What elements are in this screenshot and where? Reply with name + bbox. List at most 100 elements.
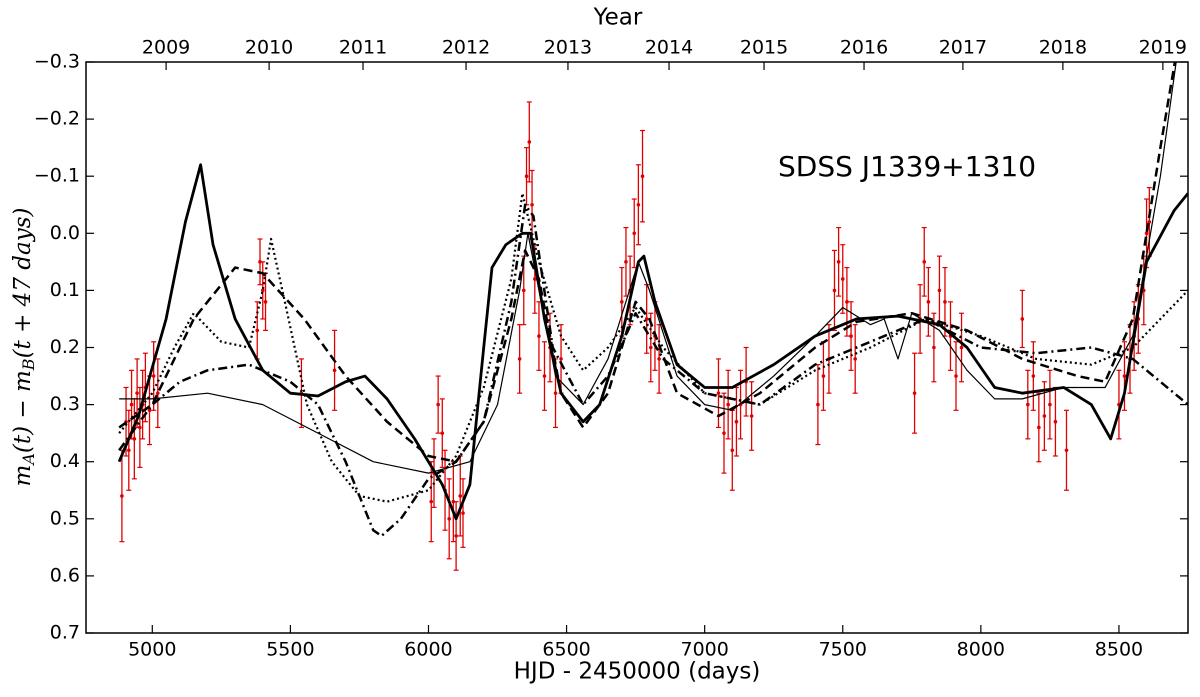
model-curve [118, 62, 1177, 463]
model-curve [117, 163, 1188, 521]
data-point [446, 478, 452, 560]
data-point [921, 226, 927, 297]
point [937, 288, 942, 293]
data-point [815, 364, 821, 446]
point [537, 334, 541, 338]
data-point [521, 255, 527, 326]
data-point [844, 266, 850, 337]
x-tick-label: 7500 [819, 639, 867, 661]
point [258, 260, 262, 264]
point [260, 288, 265, 293]
top-tick-label: 2014 [645, 37, 693, 59]
data-point [1019, 289, 1025, 349]
data-point [541, 341, 547, 411]
data-point [631, 198, 637, 269]
point [132, 437, 137, 441]
point [533, 277, 537, 281]
point [129, 402, 134, 407]
point [734, 419, 739, 424]
point [127, 448, 131, 453]
y-tick-label: 0.1 [50, 279, 80, 301]
point [524, 174, 529, 178]
point [840, 277, 845, 281]
y-tick-label: −0.2 [34, 108, 80, 130]
point [530, 202, 534, 207]
y-tick-label: 0.0 [50, 222, 80, 244]
top-tick-label: 2018 [1039, 37, 1087, 59]
point [1037, 425, 1041, 430]
point [749, 414, 754, 418]
point [429, 499, 434, 504]
point [912, 391, 917, 395]
data-point [131, 398, 137, 480]
data-point [959, 312, 965, 383]
data-point [524, 147, 530, 206]
x-tick-label: 6000 [404, 639, 452, 661]
point [730, 448, 735, 453]
model-curve [119, 62, 1177, 474]
point [1064, 448, 1069, 453]
point [1144, 231, 1149, 236]
data-point [840, 244, 846, 314]
model-curve [118, 203, 1188, 538]
point [440, 431, 445, 435]
top-tick-label: 2016 [840, 37, 888, 59]
data-point [119, 449, 125, 543]
x-axis-label: HJD - 2450000 (days) [514, 659, 761, 685]
top-tick-label: 2010 [245, 37, 293, 59]
y-tick-label: 0.7 [50, 622, 80, 644]
data-point [1052, 386, 1058, 457]
point [722, 431, 726, 435]
point [461, 511, 465, 515]
point [657, 357, 661, 361]
data-point [729, 409, 735, 491]
x-tick-label: 5500 [266, 639, 314, 661]
data-point [435, 375, 441, 434]
data-point [733, 386, 739, 457]
data-point [257, 238, 263, 286]
point [255, 328, 260, 333]
data-point [1025, 369, 1031, 440]
data-point [1121, 341, 1127, 411]
point [926, 300, 931, 304]
data-point [936, 255, 942, 326]
y-label-sub: A [19, 453, 38, 467]
point [542, 374, 547, 378]
point [458, 494, 463, 498]
point [447, 517, 451, 521]
x-tick-label: 7000 [680, 639, 728, 661]
point [932, 345, 936, 350]
point [726, 402, 730, 407]
data-point [635, 164, 641, 246]
data-point [656, 324, 662, 394]
point [521, 288, 526, 293]
data-point [517, 324, 523, 394]
point [959, 345, 964, 350]
point [138, 425, 142, 430]
data-point [428, 461, 434, 543]
top-tick-label: 2012 [442, 37, 490, 59]
point [624, 260, 628, 264]
data-point [155, 358, 161, 429]
y-label-sub: B [19, 358, 38, 371]
top-tick-label: 2017 [939, 37, 987, 59]
point [649, 345, 653, 350]
data-point [947, 301, 953, 371]
point [147, 408, 152, 413]
data-point [453, 501, 459, 571]
point [716, 391, 721, 395]
point [922, 260, 927, 264]
data-point [1047, 369, 1053, 440]
y-tick-label: 0.2 [50, 336, 80, 358]
point [644, 317, 649, 321]
point [151, 374, 156, 378]
point [620, 300, 624, 304]
point [636, 202, 641, 207]
point [1147, 220, 1152, 224]
point [451, 499, 456, 504]
data-point [749, 381, 755, 451]
point [832, 288, 837, 293]
point [640, 174, 645, 178]
y-label-part: (t + 47 days) [10, 208, 36, 359]
